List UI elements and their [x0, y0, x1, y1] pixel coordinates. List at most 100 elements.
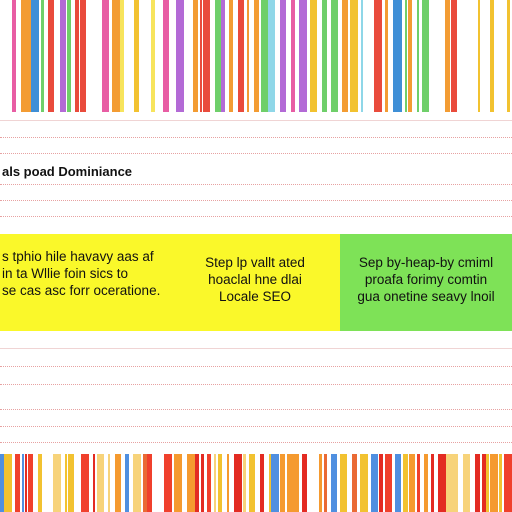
panel-text-line: Step lp vallt ated — [205, 255, 305, 270]
top-color-stripes-banner — [0, 0, 512, 112]
color-stripe — [195, 454, 199, 512]
color-stripe — [478, 0, 480, 112]
color-stripe — [405, 0, 407, 112]
color-stripe — [490, 0, 494, 112]
color-stripe — [176, 0, 184, 112]
divider-line — [0, 409, 512, 410]
bottom-color-stripes-banner — [0, 454, 512, 512]
color-stripe — [207, 454, 211, 512]
color-stripe — [422, 0, 429, 112]
color-stripe — [490, 454, 498, 512]
color-stripe — [385, 454, 392, 512]
color-stripe — [269, 454, 271, 512]
color-stripe — [38, 454, 42, 512]
color-stripe — [398, 0, 402, 112]
divider-line — [0, 137, 512, 138]
color-stripe — [249, 454, 255, 512]
color-stripe — [454, 454, 458, 512]
color-stripe — [417, 454, 420, 512]
color-stripe — [174, 454, 182, 512]
color-stripe — [331, 454, 337, 512]
color-stripe — [371, 454, 378, 512]
color-stripe — [4, 454, 12, 512]
color-stripe — [331, 0, 338, 112]
color-stripe — [31, 0, 39, 112]
panel-title: Locale SEO — [218, 289, 292, 304]
divider-line — [0, 216, 512, 217]
color-stripe — [342, 0, 348, 112]
feature-panel-2: Step lp vallt ated hoaclal hne dlai Loca… — [170, 234, 340, 331]
color-stripe — [260, 454, 264, 512]
feature-panel-1: s tphio hile havavy aas af in ta Wllie f… — [0, 234, 170, 331]
bottom-stripes-graphic — [0, 454, 512, 512]
color-stripe — [482, 454, 486, 512]
color-stripe — [486, 454, 489, 512]
color-stripe — [352, 454, 357, 512]
color-stripe — [280, 454, 285, 512]
color-stripe — [291, 0, 295, 112]
panel-text-line: gua onetine seavy lnoil — [357, 289, 495, 304]
color-stripe — [261, 0, 268, 112]
color-stripe — [322, 0, 327, 112]
color-stripe — [24, 0, 31, 112]
color-stripe — [234, 454, 242, 512]
color-stripe — [475, 454, 480, 512]
color-stripe — [22, 454, 24, 512]
color-stripe — [243, 454, 246, 512]
feature-panel-3: Sep by-heap-by cmiml proafa forimy comti… — [340, 234, 512, 331]
color-stripe — [385, 0, 388, 112]
color-stripe — [361, 0, 363, 112]
panel-text-line: hoaclal hne dlai — [208, 272, 302, 287]
color-stripe — [80, 0, 86, 112]
panel-text-line: Sep by-heap-by cmiml — [358, 255, 494, 270]
color-stripe — [65, 454, 67, 512]
color-stripe — [280, 0, 286, 112]
color-stripe — [133, 454, 141, 512]
top-stripes-graphic — [12, 0, 510, 112]
color-stripe — [299, 0, 307, 112]
color-stripe — [238, 0, 244, 112]
panel-text-line: in ta Wllie foin sics to — [2, 266, 129, 281]
color-stripe — [25, 454, 27, 512]
color-stripe — [431, 454, 434, 512]
color-stripe — [81, 454, 89, 512]
section-heading: als poad Dominiance — [2, 164, 133, 179]
color-stripe — [0, 454, 4, 512]
color-stripe — [424, 454, 428, 512]
color-stripe — [112, 0, 120, 112]
color-stripe — [147, 454, 152, 512]
color-stripe — [15, 454, 20, 512]
color-stripe — [445, 0, 450, 112]
color-stripe — [291, 454, 299, 512]
color-stripe — [151, 0, 155, 112]
divider-line — [0, 120, 512, 121]
divider-line — [0, 184, 512, 185]
color-stripe — [164, 454, 172, 512]
color-stripe — [350, 0, 358, 112]
divider-line — [0, 366, 512, 367]
divider-line — [0, 153, 512, 154]
color-stripe — [499, 454, 502, 512]
color-stripe — [93, 454, 95, 512]
color-stripe — [187, 454, 195, 512]
divider-line — [0, 426, 512, 427]
divider-line — [0, 384, 512, 385]
color-stripe — [41, 0, 44, 112]
color-stripe — [302, 454, 307, 512]
color-stripe — [21, 0, 24, 112]
color-stripe — [360, 454, 368, 512]
color-stripe — [403, 454, 408, 512]
color-stripe — [53, 454, 61, 512]
panel-text-line: se cas asc forr oceratione. — [2, 283, 161, 298]
divider-line — [0, 200, 512, 201]
color-stripe — [214, 454, 216, 512]
color-stripe — [203, 0, 210, 112]
color-stripe — [374, 0, 382, 112]
color-stripe — [507, 0, 510, 112]
color-stripe — [28, 454, 33, 512]
color-stripe — [143, 454, 147, 512]
color-stripe — [310, 0, 317, 112]
color-stripe — [254, 0, 259, 112]
color-stripe — [340, 454, 347, 512]
color-stripe — [221, 0, 225, 112]
